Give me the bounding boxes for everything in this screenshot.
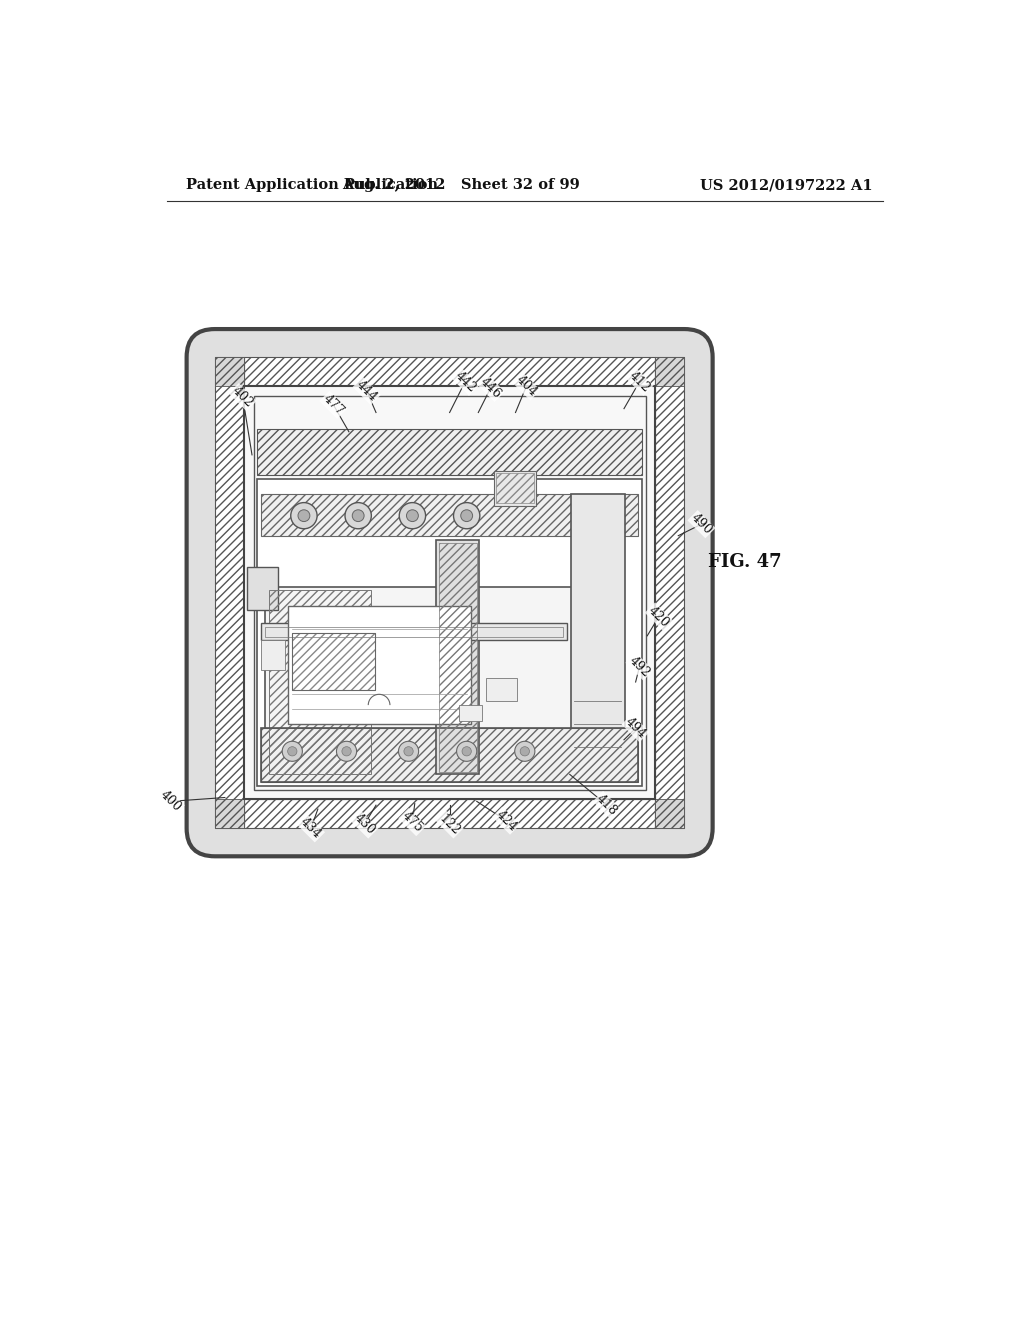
- Bar: [289, 606, 471, 725]
- Bar: [215, 358, 245, 829]
- Circle shape: [398, 742, 419, 762]
- Text: Aug. 2, 2012   Sheet 32 of 99: Aug. 2, 2012 Sheet 32 of 99: [342, 178, 581, 193]
- Bar: [265, 627, 563, 638]
- Bar: [245, 799, 655, 829]
- Bar: [269, 590, 372, 775]
- Circle shape: [342, 747, 351, 756]
- Text: 442: 442: [452, 368, 478, 395]
- Text: 444: 444: [353, 378, 380, 404]
- Circle shape: [457, 742, 477, 762]
- Bar: [257, 429, 642, 475]
- Text: 122: 122: [436, 812, 463, 837]
- Bar: [245, 358, 655, 387]
- Bar: [248, 568, 279, 610]
- Circle shape: [345, 503, 372, 529]
- Circle shape: [407, 510, 419, 521]
- Text: Patent Application Publication: Patent Application Publication: [186, 178, 438, 193]
- Bar: [496, 474, 535, 503]
- Text: 475: 475: [399, 809, 425, 836]
- Bar: [655, 799, 684, 829]
- Text: FIG. 47: FIG. 47: [708, 553, 781, 570]
- Circle shape: [288, 747, 297, 756]
- Bar: [655, 358, 684, 387]
- Text: 490: 490: [688, 511, 715, 537]
- Bar: [292, 632, 375, 689]
- Text: 477: 477: [321, 392, 346, 418]
- Bar: [459, 705, 482, 721]
- Bar: [261, 494, 638, 536]
- Bar: [261, 729, 638, 781]
- Bar: [486, 678, 517, 701]
- Circle shape: [298, 510, 310, 521]
- Bar: [570, 494, 625, 771]
- Bar: [254, 396, 646, 789]
- Circle shape: [454, 503, 480, 529]
- Bar: [436, 540, 479, 775]
- Circle shape: [462, 747, 471, 756]
- Circle shape: [291, 503, 317, 529]
- Bar: [292, 632, 375, 689]
- Bar: [245, 387, 655, 799]
- Text: 402: 402: [229, 384, 256, 411]
- Text: 404: 404: [513, 374, 540, 400]
- Text: 412: 412: [627, 368, 652, 395]
- Text: US 2012/0197222 A1: US 2012/0197222 A1: [700, 178, 873, 193]
- Text: 418: 418: [594, 792, 620, 818]
- Text: 400: 400: [158, 788, 183, 814]
- Bar: [261, 729, 638, 781]
- Circle shape: [520, 747, 529, 756]
- Circle shape: [352, 510, 365, 521]
- Circle shape: [403, 747, 414, 756]
- Text: 446: 446: [477, 375, 504, 401]
- Bar: [265, 586, 572, 779]
- Bar: [215, 799, 245, 829]
- Circle shape: [399, 503, 426, 529]
- Text: 420: 420: [646, 603, 672, 630]
- Text: 492: 492: [627, 653, 652, 680]
- Text: 424: 424: [494, 808, 519, 834]
- Bar: [438, 543, 477, 772]
- FancyBboxPatch shape: [186, 329, 713, 857]
- Text: 430: 430: [351, 812, 378, 837]
- Text: 494: 494: [623, 715, 648, 742]
- Bar: [261, 640, 285, 671]
- Bar: [215, 358, 245, 387]
- Bar: [261, 623, 566, 640]
- Bar: [655, 358, 684, 829]
- Circle shape: [283, 742, 302, 762]
- Circle shape: [461, 510, 473, 521]
- Circle shape: [515, 742, 535, 762]
- Circle shape: [337, 742, 356, 762]
- Bar: [257, 479, 642, 785]
- Text: 434: 434: [298, 816, 324, 841]
- Bar: [494, 471, 537, 506]
